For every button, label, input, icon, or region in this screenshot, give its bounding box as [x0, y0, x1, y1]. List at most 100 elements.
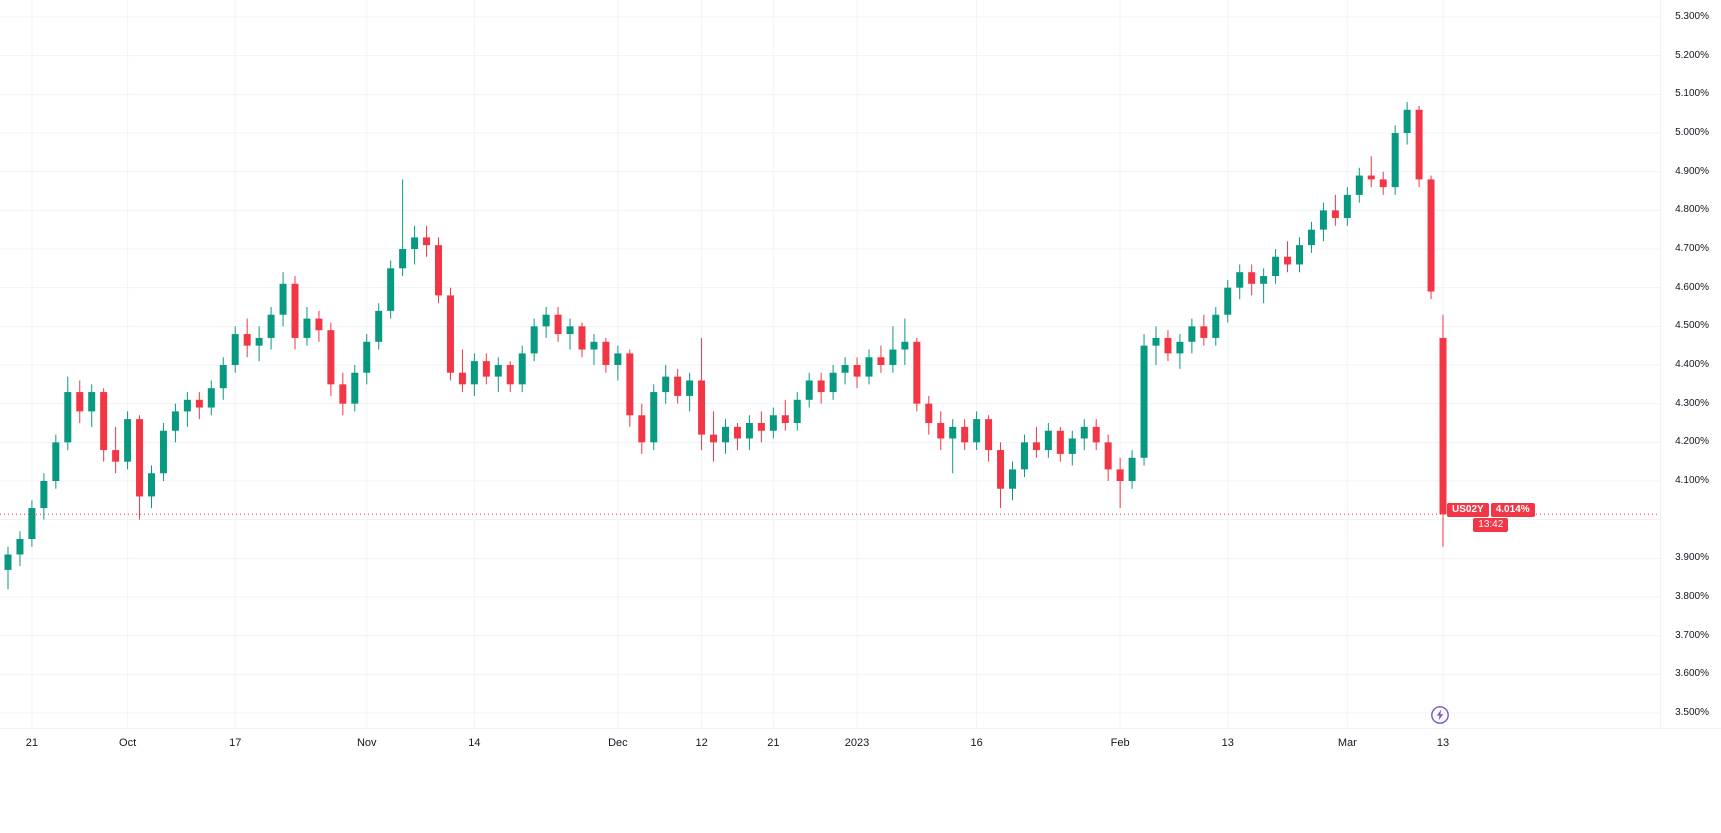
candle — [1044, 430, 1052, 451]
candle — [411, 237, 419, 249]
candle — [315, 318, 323, 331]
candle — [674, 376, 682, 396]
candle — [327, 330, 335, 385]
candle — [650, 392, 658, 443]
candle — [470, 361, 478, 385]
time-tick-label: 13 — [1221, 737, 1234, 749]
candle — [1379, 179, 1387, 188]
candle — [16, 539, 24, 555]
candle — [363, 341, 371, 373]
time-tick-major-label: Nov — [356, 737, 377, 749]
candle — [1427, 179, 1435, 292]
candle — [949, 426, 957, 439]
candle — [901, 341, 909, 350]
candle — [1284, 256, 1292, 265]
price-tick-label: 4.100% — [1675, 475, 1709, 486]
candle — [1367, 175, 1375, 180]
candle — [769, 415, 777, 431]
candle — [243, 334, 251, 346]
candle — [698, 380, 706, 435]
candle — [1260, 276, 1268, 284]
candle — [913, 341, 921, 404]
candle — [255, 337, 263, 346]
candle — [745, 423, 753, 439]
candle — [530, 326, 538, 354]
candle — [1403, 109, 1411, 133]
candle — [159, 430, 167, 474]
candle — [195, 399, 203, 408]
candle — [877, 357, 885, 365]
time-tick-label: 16 — [970, 737, 983, 749]
candle — [997, 450, 1005, 489]
price-axis[interactable]: 5.300% 5.200% 5.100% 5.000% 4.900% 4.800% 4.70… — [1660, 0, 1721, 728]
candle — [1164, 337, 1172, 354]
price-line-badge: US02Y 4.014% 13:42 — [1447, 503, 1535, 533]
candle — [219, 365, 227, 389]
price-tick-label: 4.500% — [1675, 320, 1709, 332]
candle — [925, 403, 933, 423]
candle — [817, 380, 825, 393]
symbol-label: US02Y — [1447, 503, 1489, 518]
time-tick-major-label: 2023 — [844, 737, 870, 749]
candles-plot[interactable] — [0, 0, 1660, 728]
realtime-flash-icon[interactable] — [1430, 705, 1450, 725]
candle — [291, 283, 299, 338]
last-price-label: 4.014% — [1490, 503, 1535, 518]
price-tick-label: 4.300% — [1675, 397, 1709, 409]
candle — [1056, 430, 1064, 454]
candle — [1152, 337, 1160, 346]
candle — [1104, 442, 1112, 470]
price-tick-label: 3.900% — [1675, 552, 1709, 564]
candle — [1032, 442, 1040, 451]
candle — [494, 365, 502, 377]
candle — [578, 326, 586, 350]
price-tick-label: 5.100% — [1675, 88, 1709, 100]
candle — [4, 554, 12, 570]
price-tick-label: 4.700% — [1675, 243, 1709, 254]
candle — [171, 411, 179, 431]
candle — [602, 341, 610, 365]
time-tick-label: 13 — [1436, 737, 1450, 749]
price-tick-label: 3.700% — [1675, 629, 1709, 641]
price-tick-label: 4.600% — [1675, 281, 1709, 293]
candle — [231, 334, 239, 365]
candle — [937, 423, 945, 439]
candle — [781, 415, 789, 423]
candle — [722, 426, 729, 443]
candle — [1296, 245, 1303, 265]
candle — [435, 245, 442, 296]
candle — [267, 314, 275, 338]
candle — [64, 392, 72, 443]
countdown-label: 13:42 — [1473, 518, 1509, 533]
candle — [889, 349, 897, 365]
candle — [1224, 287, 1232, 315]
candle — [1092, 426, 1100, 443]
time-tick-label: 14 — [468, 737, 481, 749]
candle — [1200, 326, 1208, 338]
candle — [841, 365, 849, 373]
price-tick-label: 3.800% — [1675, 591, 1709, 602]
time-tick-label: 21 — [767, 737, 780, 749]
candle — [387, 268, 395, 311]
time-tick-label: 12 — [695, 737, 708, 749]
price-badge-row: US02Y 4.014% — [1447, 503, 1535, 518]
candle — [40, 481, 48, 509]
candle — [1068, 438, 1076, 454]
candle — [961, 426, 969, 443]
price-tick-label: 4.800% — [1675, 204, 1709, 216]
time-axis[interactable]: 21 Oct 17 Nov 14 Dec 12 21 2023 16 Feb 13 Mar 13 — [0, 728, 1721, 833]
candle — [1391, 133, 1399, 188]
candle — [1009, 469, 1016, 489]
candle — [614, 353, 622, 365]
candle — [518, 353, 526, 385]
price-tick-label: 5.000% — [1675, 127, 1709, 138]
lightning-bolt-icon — [1431, 706, 1449, 724]
candle — [757, 423, 765, 431]
candle — [446, 295, 454, 373]
candle — [1212, 314, 1220, 338]
candle — [207, 388, 215, 408]
candle — [506, 365, 514, 385]
candle — [303, 318, 311, 338]
candle — [399, 249, 407, 269]
